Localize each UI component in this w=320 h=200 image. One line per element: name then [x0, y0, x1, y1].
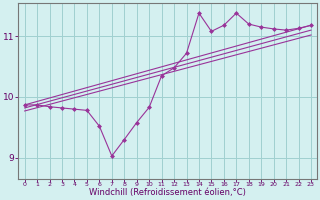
X-axis label: Windchill (Refroidissement éolien,°C): Windchill (Refroidissement éolien,°C)	[89, 188, 246, 197]
